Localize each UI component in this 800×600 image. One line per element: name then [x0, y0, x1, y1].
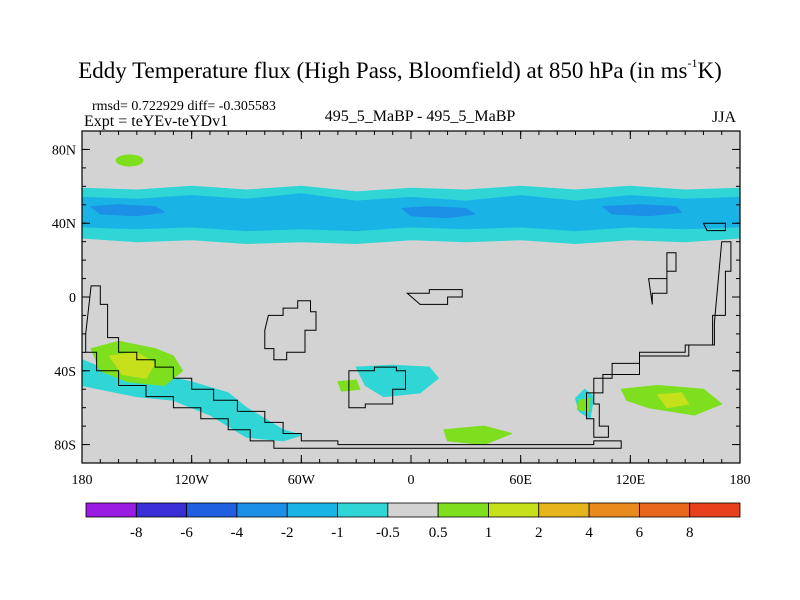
x-tick-label: 60E: [509, 473, 532, 488]
sh-teal-center: [355, 364, 439, 398]
colorbar-box-6: [387, 502, 439, 518]
experiment-label: Expt = teYEv-teYDv1: [84, 113, 229, 130]
chart-title: Eddy Temperature flux (High Pass, Bloomf…: [78, 56, 722, 83]
nh-midlat-core-east: [602, 204, 682, 217]
colorbar-box-11: [638, 502, 691, 518]
sh-yellow-west: [108, 351, 156, 379]
colorbar-label-11: 8: [686, 525, 694, 541]
colorbar-box-7: [437, 502, 489, 518]
coastline-0: [85, 285, 622, 449]
colorbar-box-2: [186, 502, 238, 518]
coastline-3: [405, 289, 463, 305]
coastline-2: [348, 366, 406, 409]
colorbar-box-4: [286, 502, 338, 518]
colorbar-label-10: 6: [636, 525, 644, 541]
y-tick-label: 40N: [52, 217, 76, 232]
sh-yellow-east: [657, 392, 690, 409]
land-outline: [85, 222, 732, 449]
colorbar-box-10: [588, 502, 640, 518]
coastline-1: [264, 300, 317, 361]
y-tick-label: 80S: [54, 439, 76, 454]
sh-green-small-mid: [576, 397, 591, 412]
season-label: JJA: [712, 109, 737, 126]
contour-field: [82, 154, 740, 446]
coastline-6: [586, 241, 732, 438]
colorbar-box-1: [135, 502, 188, 518]
colorbar-label-6: 0.5: [429, 525, 448, 541]
colorbar-box-8: [488, 502, 540, 518]
colorbar-label-8: 2: [535, 525, 543, 541]
sh-green-center: [443, 425, 512, 446]
nh-midlat-core-center: [401, 206, 476, 219]
x-tick-label: 120E: [616, 473, 646, 488]
colorbar-label-4: -1: [331, 525, 344, 541]
nh-midlat-core-west: [90, 204, 165, 217]
model-label: 495_5_MaBP - 495_5_MaBP: [324, 108, 516, 125]
colorbar-box-9: [538, 502, 590, 518]
colorbar-label-2: -4: [231, 525, 244, 541]
colorbar-box-3: [236, 502, 288, 518]
coastline-4: [648, 252, 677, 305]
colorbar-box-5: [337, 502, 389, 518]
x-tick-label: 180: [72, 473, 93, 488]
colorbar-label-9: 4: [585, 525, 593, 541]
x-tick-label: 120W: [175, 473, 210, 488]
x-tick-label: 180: [730, 473, 751, 488]
y-tick-label: 40S: [54, 365, 76, 380]
x-tick-label: 60W: [288, 473, 316, 488]
colorbar-label-1: -6: [180, 525, 193, 541]
colorbar-box-0: [85, 502, 137, 518]
colorbar-label-7: 1: [485, 525, 493, 541]
colorbar-label-0: -8: [130, 525, 143, 541]
arctic-green-west: [115, 154, 144, 167]
colorbar-box-12: [689, 502, 741, 518]
x-tick-label: 0: [408, 473, 415, 488]
y-tick-label: 80N: [52, 143, 76, 158]
y-tick-label: 0: [69, 291, 76, 306]
colorbar-label-5: -0.5: [376, 525, 400, 541]
colorbar-label-3: -2: [281, 525, 294, 541]
coastline-5: [702, 222, 726, 232]
stats-text: rmsd= 0.722929 diff= -0.305583: [92, 99, 276, 114]
